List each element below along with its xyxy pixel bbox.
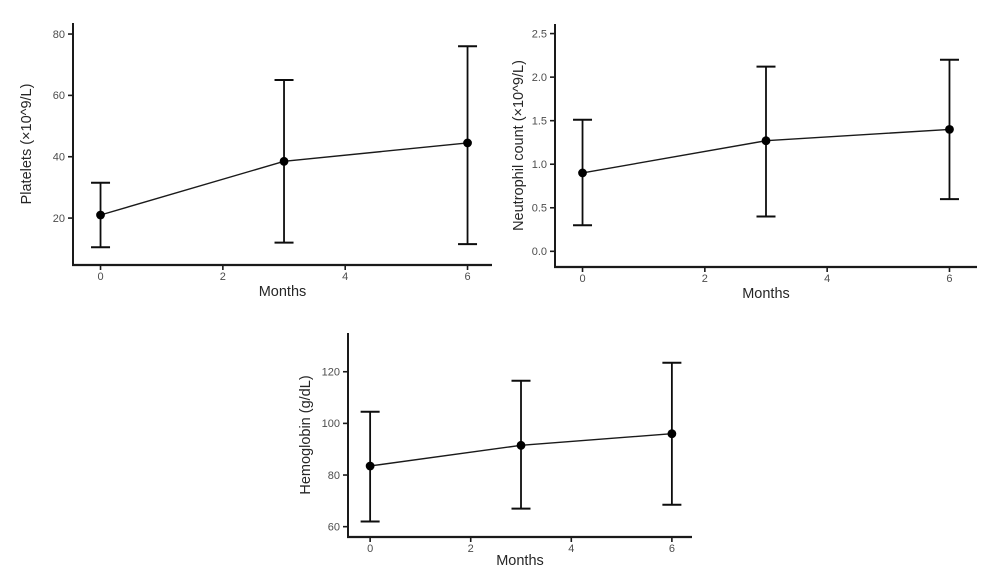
y-tick-label: 20 xyxy=(53,213,65,225)
x-tick-label: 6 xyxy=(946,273,952,285)
y-tick-label: 2.5 xyxy=(532,28,547,40)
x-tick-label: 4 xyxy=(824,273,830,285)
data-point xyxy=(279,156,289,166)
x-tick-label: 2 xyxy=(468,543,474,555)
x-tick-label: 6 xyxy=(464,271,470,283)
y-tick-label: 60 xyxy=(53,90,65,102)
data-point xyxy=(667,429,677,439)
y-tick-label: 80 xyxy=(328,470,340,482)
y-tick-label: 1.0 xyxy=(532,159,547,171)
data-point xyxy=(516,440,526,450)
chart-hemoglobin-plot: 60 80 100 120 0 2 4 6 Months Hemoglobin (g/dL) xyxy=(298,333,692,569)
y-tick-label: 1.5 xyxy=(532,115,547,127)
y-axis-title: Neutrophil count (×10^9/L) xyxy=(511,60,527,231)
x-axis-title: Months xyxy=(742,286,790,300)
y-tick-label: 100 xyxy=(322,418,340,430)
data-point xyxy=(365,461,375,471)
chart-neutrophil-count: 0.0 0.5 1.0 1.5 2.0 2.5 0 2 4 6 Months Neutrophil c… xyxy=(505,0,1005,300)
chart-neutrophil-count-plot: 0.0 0.5 1.0 1.5 2.0 2.5 0 2 4 6 Months Neutrophil c… xyxy=(511,24,977,300)
data-point xyxy=(96,210,105,220)
chart-platelets-plot: 20 40 60 80 0 2 4 6 Months Platelets (×10^9/L) xyxy=(19,23,492,300)
y-tick-label: 80 xyxy=(53,29,65,41)
x-tick-label: 2 xyxy=(220,271,226,283)
x-tick-label: 0 xyxy=(579,273,585,285)
y-axis-title: Platelets (×10^9/L) xyxy=(19,84,35,205)
x-tick-label: 6 xyxy=(669,543,675,555)
data-point xyxy=(945,124,954,134)
y-tick-label: 40 xyxy=(53,151,65,163)
x-tick-label: 0 xyxy=(97,271,103,283)
y-tick-label: 120 xyxy=(322,366,340,378)
y-axis-title: Hemoglobin (g/dL) xyxy=(298,375,314,494)
data-point xyxy=(578,168,587,178)
y-tick-label: 0.0 xyxy=(532,246,547,258)
y-tick-label: 2.0 xyxy=(532,72,547,84)
x-axis-title: Months xyxy=(259,284,307,300)
data-point xyxy=(761,136,771,146)
y-tick-label: 60 xyxy=(328,521,340,533)
x-tick-label: 2 xyxy=(702,273,708,285)
chart-platelets: 20 40 60 80 0 2 4 6 Months Platelets (×10^9/L) xyxy=(0,0,500,300)
y-tick-label: 0.5 xyxy=(532,203,547,215)
x-tick-label: 4 xyxy=(568,543,574,555)
x-tick-label: 4 xyxy=(342,271,348,283)
chart-hemoglobin: 60 80 100 120 0 2 4 6 Months Hemoglobin (g/dL) xyxy=(280,300,730,582)
x-axis-title: Months xyxy=(496,553,544,569)
x-tick-label: 0 xyxy=(367,543,373,555)
data-point xyxy=(463,138,472,148)
